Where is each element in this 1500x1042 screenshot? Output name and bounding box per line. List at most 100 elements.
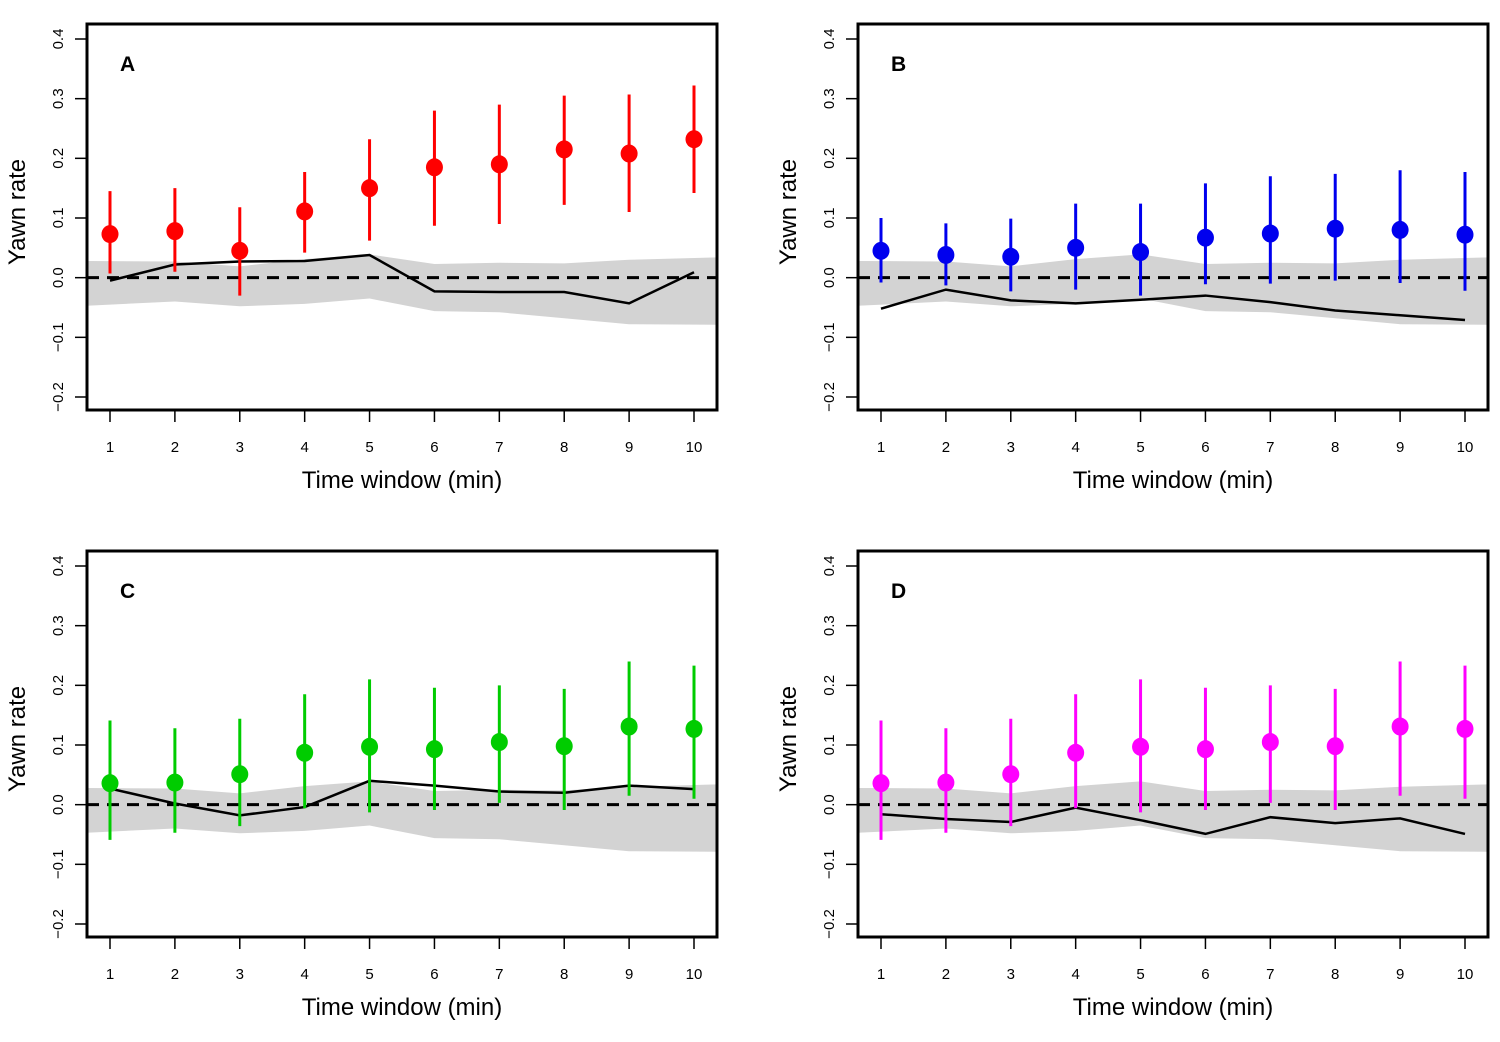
y-tick-label: −0.1 bbox=[50, 323, 67, 353]
null-line bbox=[880, 806, 1466, 836]
data-point bbox=[1132, 737, 1150, 756]
data-point bbox=[620, 144, 638, 163]
null-line bbox=[109, 779, 695, 817]
x-tick-label: 4 bbox=[300, 439, 308, 456]
x-tick-label: 7 bbox=[1266, 439, 1274, 456]
x-axis-label: Time window (min) bbox=[1073, 994, 1273, 1021]
x-tick-label: 3 bbox=[1007, 966, 1015, 983]
y-axis-label: Yawn rate bbox=[775, 159, 802, 265]
y-tick-label: 0.0 bbox=[821, 794, 838, 815]
x-tick-label: 9 bbox=[625, 966, 633, 983]
data-point bbox=[1456, 719, 1474, 738]
data-point bbox=[1067, 238, 1085, 257]
data-point bbox=[1002, 765, 1020, 784]
x-tick-label: 10 bbox=[1457, 439, 1474, 456]
y-tick-label: −0.2 bbox=[821, 909, 838, 939]
y-tick-label: 0.0 bbox=[50, 794, 67, 815]
x-tick-label: 4 bbox=[300, 966, 308, 983]
data-point bbox=[1391, 220, 1409, 239]
data-point bbox=[361, 179, 379, 198]
data-point bbox=[1002, 247, 1020, 266]
x-tick-label: 8 bbox=[560, 966, 568, 983]
x-tick-label: 7 bbox=[1266, 966, 1274, 983]
y-axis-label: Yawn rate bbox=[4, 159, 31, 265]
y-tick-label: 0.1 bbox=[821, 208, 838, 229]
y-tick-label: 0.3 bbox=[821, 615, 838, 636]
data-point bbox=[166, 222, 184, 241]
x-tick-label: 4 bbox=[1071, 966, 1079, 983]
x-tick-label: 5 bbox=[1136, 439, 1144, 456]
data-point bbox=[1132, 243, 1150, 262]
data-point bbox=[101, 225, 119, 244]
data-point bbox=[1196, 740, 1214, 759]
data-point bbox=[361, 737, 379, 756]
x-tick-label: 2 bbox=[171, 439, 179, 456]
x-tick-label: 1 bbox=[106, 439, 114, 456]
x-axis-label: Time window (min) bbox=[1073, 467, 1273, 494]
y-tick-label: 0.0 bbox=[50, 267, 67, 288]
data-point bbox=[685, 130, 703, 149]
x-tick-label: 5 bbox=[365, 966, 373, 983]
data-point bbox=[937, 773, 955, 792]
x-tick-label: 9 bbox=[625, 439, 633, 456]
null-band bbox=[858, 254, 1488, 325]
y-axis-label: Yawn rate bbox=[4, 686, 31, 792]
y-tick-label: 0.2 bbox=[821, 148, 838, 169]
data-point bbox=[231, 765, 249, 784]
null-band bbox=[858, 781, 1488, 852]
null-line bbox=[880, 288, 1466, 322]
data-point bbox=[101, 774, 119, 793]
plot-frame bbox=[85, 22, 719, 412]
data-point bbox=[425, 158, 443, 177]
y-tick-label: −0.1 bbox=[821, 850, 838, 880]
x-tick-label: 9 bbox=[1396, 439, 1404, 456]
plot-frame bbox=[85, 549, 719, 939]
y-tick-label: 0.4 bbox=[50, 556, 67, 577]
x-tick-label: 10 bbox=[686, 439, 703, 456]
y-tick-label: 0.0 bbox=[821, 267, 838, 288]
y-tick-label: 0.1 bbox=[821, 735, 838, 756]
panel-b: B −0.2 −0.1 0.0 0.1 0.2 0.3 0.4 1 2 3 4 5 6 7 8 9 10 Time … bbox=[775, 22, 1490, 494]
x-tick-label: 1 bbox=[877, 439, 885, 456]
data-point bbox=[1196, 228, 1214, 247]
x-tick-label: 5 bbox=[1136, 966, 1144, 983]
data-point bbox=[490, 155, 508, 174]
x-tick-label: 10 bbox=[1457, 966, 1474, 983]
data-point bbox=[555, 737, 573, 756]
y-tick-label: 0.1 bbox=[50, 208, 67, 229]
data-point bbox=[1456, 225, 1474, 244]
y-tick-label: 0.2 bbox=[50, 148, 67, 169]
x-tick-label: 3 bbox=[236, 439, 244, 456]
x-tick-label: 6 bbox=[430, 439, 438, 456]
x-tick-label: 1 bbox=[877, 966, 885, 983]
y-tick-label: 0.1 bbox=[50, 735, 67, 756]
y-tick-label: 0.4 bbox=[821, 29, 838, 50]
x-tick-label: 6 bbox=[1201, 966, 1209, 983]
y-tick-label: 0.3 bbox=[821, 88, 838, 109]
panel-a: A −0.2 −0.1 0.0 0.1 0.2 0.3 0.4 1 2 3 4 5 6 7 8 9 10 Time … bbox=[4, 22, 719, 494]
null-band bbox=[87, 254, 717, 325]
data-point bbox=[1261, 733, 1279, 752]
panel-label: C bbox=[120, 580, 135, 603]
x-tick-label: 8 bbox=[1331, 966, 1339, 983]
data-point bbox=[1261, 224, 1279, 243]
data-point bbox=[296, 202, 314, 221]
data-point bbox=[231, 241, 249, 260]
y-tick-label: 0.3 bbox=[50, 615, 67, 636]
x-tick-label: 8 bbox=[560, 439, 568, 456]
y-tick-label: 0.2 bbox=[821, 675, 838, 696]
data-point bbox=[490, 733, 508, 752]
data-point bbox=[296, 743, 314, 762]
x-tick-label: 5 bbox=[365, 439, 373, 456]
x-tick-label: 6 bbox=[1201, 439, 1209, 456]
null-band bbox=[87, 781, 717, 852]
panel-label: A bbox=[120, 53, 135, 76]
data-point bbox=[1326, 219, 1344, 238]
y-tick-label: −0.2 bbox=[50, 382, 67, 412]
plot-frame bbox=[856, 22, 1490, 412]
data-point bbox=[425, 740, 443, 759]
x-tick-label: 2 bbox=[942, 966, 950, 983]
data-point bbox=[555, 140, 573, 159]
y-tick-label: −0.2 bbox=[821, 382, 838, 412]
